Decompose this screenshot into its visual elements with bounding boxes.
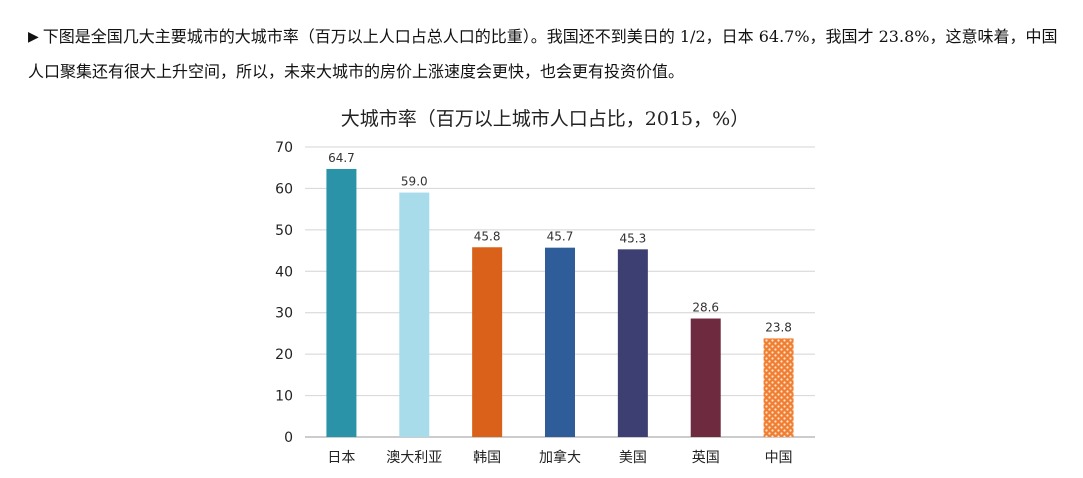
bar xyxy=(690,318,721,437)
y-tick-label: 20 xyxy=(275,347,293,363)
x-tick-label: 美国 xyxy=(619,450,647,466)
bar xyxy=(472,247,503,437)
data-label: 64.7 xyxy=(328,151,355,165)
chart-title: 大城市率（百万以上城市人口占比，2015，%） xyxy=(341,108,749,130)
y-tick-label: 70 xyxy=(275,140,293,156)
y-tick-label: 40 xyxy=(275,264,293,280)
y-axis: 0 10 20 30 40 50 60 70 xyxy=(275,140,293,446)
bar xyxy=(399,192,430,437)
data-labels: 64.7 59.0 45.8 45.7 45.3 28.6 23.8 xyxy=(328,151,792,334)
y-tick-label: 60 xyxy=(275,181,293,197)
data-label: 28.6 xyxy=(692,301,719,315)
x-tick-label: 澳大利亚 xyxy=(386,450,442,466)
bar xyxy=(326,168,357,437)
data-label: 45.8 xyxy=(474,229,501,243)
x-tick-label: 韩国 xyxy=(473,450,501,466)
data-label: 45.3 xyxy=(619,231,646,245)
x-tick-label: 加拿大 xyxy=(539,449,581,466)
data-label: 23.8 xyxy=(765,320,792,334)
data-label: 59.0 xyxy=(401,175,428,189)
x-tick-label: 日本 xyxy=(327,450,355,466)
y-tick-label: 30 xyxy=(275,306,293,322)
intro-paragraph: ▶ 下图是全国几大主要城市的大城市率（百万以上人口占总人口的比重）。我国还不到美日… xyxy=(28,20,1068,89)
bars xyxy=(326,168,794,437)
y-tick-label: 50 xyxy=(275,223,293,239)
y-tick-label: 0 xyxy=(284,430,293,446)
bar xyxy=(617,249,648,437)
bar xyxy=(763,338,794,437)
triangle-marker-icon: ▶ xyxy=(28,29,39,45)
data-label: 45.7 xyxy=(547,230,574,244)
x-axis: 日本 澳大利亚 韩国 加拿大 美国 英国 中国 xyxy=(327,449,792,466)
x-tick-label: 英国 xyxy=(692,449,720,466)
bar xyxy=(545,247,575,437)
intro-text: 下图是全国几大主要城市的大城市率（百万以上人口占总人口的比重）。我国还不到美日的… xyxy=(28,27,1058,81)
x-tick-label: 中国 xyxy=(765,450,793,466)
y-tick-label: 10 xyxy=(275,389,293,405)
